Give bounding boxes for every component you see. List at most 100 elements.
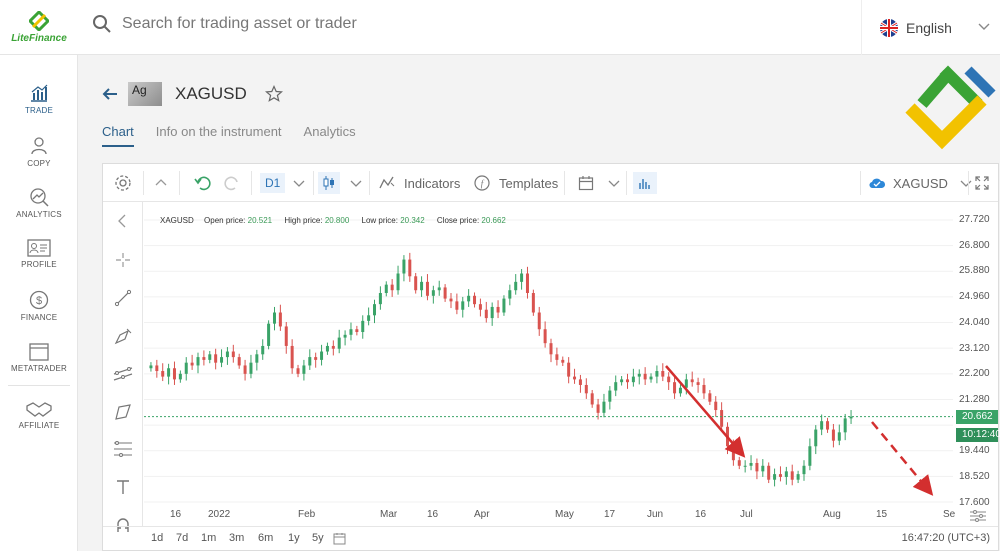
search-input[interactable]: Search for trading asset or trader [122,15,357,32]
text-tool[interactable] [112,476,134,498]
volume-toggle[interactable] [633,164,657,202]
sidebar-item-affiliate[interactable]: AFFILIATE [0,400,78,430]
interval-selector[interactable]: D1 [260,164,305,202]
range-7d[interactable]: 7d [176,532,189,544]
litefinance-logo-icon [29,11,49,31]
y-tick-label: 21.280 [959,394,990,405]
brush-tool[interactable] [112,325,134,347]
candle-body [678,387,682,394]
scale-settings-icon[interactable] [969,509,987,523]
undo-button[interactable] [194,164,212,202]
candle-body [673,382,677,394]
instrument-header: Ag XAGUSD [102,82,283,106]
x-tick-label: 16 [427,509,439,520]
x-tick-label: Aug [823,509,841,520]
interval-value: D1 [260,173,286,193]
sidebar-item-profile[interactable]: PROFILE [0,239,78,269]
symbol-selector[interactable]: XAGUSD [868,164,972,202]
candle-body [190,362,194,366]
candle-body [437,287,441,291]
templates-button[interactable]: f Templates [474,164,558,202]
candle-body [314,357,318,360]
tab-analytics[interactable]: Analytics [303,124,356,139]
chevron-down-icon [350,180,362,187]
y-tick-label: 17.600 [959,497,990,508]
cloud-icon [869,178,886,189]
candle-body [425,281,429,296]
sidebar-item-finance[interactable]: $ FINANCE [0,290,78,322]
calendar-button[interactable] [578,164,620,202]
range-1d[interactable]: 1d [151,532,164,544]
collapse-button[interactable] [154,164,168,202]
gear-icon [115,175,131,191]
language-selector[interactable]: English [861,0,1000,55]
candle-body [590,393,594,405]
candle-body [467,295,471,302]
candle-body [543,329,547,344]
collapse-tools-button[interactable] [112,210,134,232]
legend-symbol: XAGUSD [160,216,194,225]
chevron-down-icon [293,180,305,187]
magnet-tool[interactable] [112,514,134,536]
sidebar-item-analytics[interactable]: ANALYTICS [0,187,78,219]
dollar-coin-icon: $ [29,290,49,310]
candle-body [390,284,394,291]
shape-tool[interactable] [112,401,134,423]
sidebar-item-metatrader[interactable]: METATRADER [0,343,78,373]
candle-body [620,379,624,383]
chart-type-selector[interactable] [318,164,362,202]
sidebar-item-trade[interactable]: TRADE [0,83,78,115]
range-5y[interactable]: 5y [312,532,324,544]
settings-button[interactable] [114,164,132,202]
legend-low-label: Low price: [361,216,398,225]
candle-body [737,460,741,466]
forecast-arrow[interactable] [871,421,934,496]
candle-body [261,345,265,355]
range-bar: 1d 7d 1m 3m 6m 1y 5y 16:47:20 (UTC+3) [103,526,998,550]
date-range-calendar-icon[interactable] [333,532,346,545]
window-icon [29,343,49,361]
range-3m[interactable]: 3m [229,532,245,544]
chevron-down-icon [608,180,620,187]
fullscreen-button[interactable] [975,164,989,202]
range-6m[interactable]: 6m [258,532,274,544]
tab-info[interactable]: Info on the instrument [155,124,282,139]
redo-button[interactable] [223,164,241,202]
candle-body [584,384,588,394]
back-arrow-icon[interactable] [102,86,118,102]
legend-close-label: Close price: [436,216,480,225]
x-tick-label: 16 [170,509,182,520]
legend-high-value: 20.800 [324,216,350,225]
brand-name: LiteFinance [11,33,67,44]
candle-body [320,351,324,360]
y-tick-label: 22.200 [959,368,990,379]
trade-chart-icon [31,84,48,102]
candle-body [243,365,247,374]
channel-tool[interactable] [112,363,134,385]
toolbar-divider [251,171,252,195]
candle-body [649,376,653,380]
volume-icon-wrap [633,172,657,194]
star-icon[interactable] [264,85,283,103]
range-1y[interactable]: 1y [288,532,300,544]
candle-body [555,354,559,360]
toolbar-divider [968,171,969,195]
sidebar-item-copy[interactable]: COPY [0,136,78,168]
candle-body [290,345,294,369]
range-1m[interactable]: 1m [201,532,217,544]
magnet-icon [117,518,129,532]
search-bar[interactable]: Search for trading asset or trader [92,14,357,34]
plot-area[interactable]: XAGUSD Open price: 20.521 High price: 20… [144,202,953,526]
candle-body [325,345,329,352]
crosshair-icon [116,253,130,267]
downtrend-arrow[interactable] [665,365,746,458]
brand-logo[interactable]: LiteFinance [0,0,78,55]
x-tick-label: 17 [604,509,616,520]
price-chart[interactable] [144,202,953,526]
crosshair-tool[interactable] [112,249,134,271]
indicators-button[interactable]: Indicators [378,164,460,202]
tab-chart[interactable]: Chart [102,124,134,147]
fibonacci-tool[interactable] [112,438,134,460]
toolbar-divider [313,171,314,195]
trendline-tool[interactable] [112,287,134,309]
